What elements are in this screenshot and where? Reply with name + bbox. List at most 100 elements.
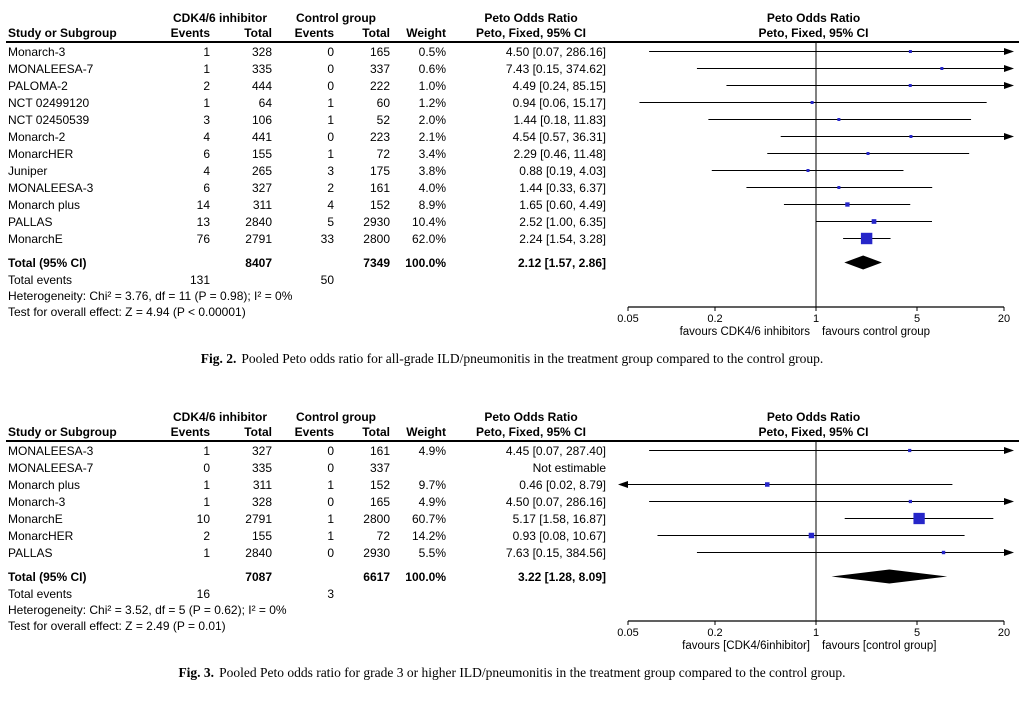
treatment-total: 8407 <box>245 255 272 270</box>
column-header: Peto Odds Ratio <box>484 10 578 25</box>
control-total: 161 <box>369 443 390 458</box>
control-total: 337 <box>369 460 390 475</box>
treatment-events: 1 <box>203 494 210 509</box>
treatment-total: 155 <box>251 146 272 161</box>
treatment-events: 14 <box>196 197 210 212</box>
column-header: Study or Subgroup <box>8 25 117 40</box>
treatment-total: 64 <box>258 95 272 110</box>
control-events: 2 <box>327 180 334 195</box>
control-total: 6617 <box>363 569 390 584</box>
right-arrow-icon <box>1004 133 1014 140</box>
control-total: 152 <box>369 477 390 492</box>
study-name: MonarcHER <box>8 146 74 161</box>
study-row: PALLAS 1 2840 0 2930 5.5% 7.63 [0.15, 384.56] <box>6 544 1019 561</box>
or-marker <box>909 135 913 138</box>
tick-label: 0.05 <box>617 313 638 325</box>
tick-label: 0.2 <box>707 627 722 639</box>
tick-label: 5 <box>914 627 920 639</box>
or-marker <box>908 448 912 453</box>
weight-value: 62.0% <box>411 231 446 246</box>
study-row: MonarchE 76 2791 33 2800 62.0% 2.24 [1.54, 3.2… <box>6 230 1019 247</box>
treatment-total: 327 <box>251 180 272 195</box>
fig2-caption-text: Pooled Peto odds ratio for all-grade ILD… <box>241 351 824 366</box>
treatment-events: 1 <box>203 95 210 110</box>
control-total: 165 <box>369 494 390 509</box>
study-name: Monarch plus <box>8 477 81 492</box>
ci-text: 4.45 [0.07, 287.40] <box>505 443 606 458</box>
favours-left-label: favours [CDK4/6inhibitor] <box>682 640 810 652</box>
forest-plot-fig2: CDK4/6 inhibitor Control group Peto Odds R… <box>6 10 1019 339</box>
study-name: Monarch-3 <box>8 494 66 509</box>
study-name: MonarchE <box>8 231 63 246</box>
treatment-total: 335 <box>251 61 272 76</box>
column-header: Weight <box>406 424 446 439</box>
control-total: 60 <box>376 95 390 110</box>
control-total: 2800 <box>363 231 390 246</box>
weight-value: 9.7% <box>418 477 446 492</box>
study-row: Monarch plus 1 311 1 152 9.7% 0.46 [0.02, 8.79… <box>6 476 1019 493</box>
control-events: 0 <box>327 129 334 144</box>
control-events: 1 <box>327 477 334 492</box>
figure-3-block: CDK4/6 inhibitor Control group Peto Odds R… <box>6 409 1019 681</box>
treatment-events: 6 <box>203 180 210 195</box>
ci-text: 2.52 [1.00, 6.35] <box>519 214 606 229</box>
weight-value: 3.8% <box>418 163 446 178</box>
right-arrow-icon <box>1004 447 1014 454</box>
treatment-total: 106 <box>251 112 272 127</box>
treatment-total: 2791 <box>245 511 272 526</box>
ci-text: 2.29 [0.46, 11.48] <box>513 146 606 161</box>
weight-value: 0.5% <box>418 44 446 59</box>
column-header: Total <box>244 424 272 439</box>
column-header: Events <box>294 25 334 40</box>
or-marker <box>845 202 850 207</box>
treatment-total: 155 <box>251 528 272 543</box>
column-header: Events <box>170 424 210 439</box>
ci-text: 4.49 [0.24, 85.15] <box>512 78 606 93</box>
control-events: 1 <box>327 146 334 161</box>
control-events: 0 <box>327 44 334 59</box>
total-events-row: Total events 131 50 <box>6 271 1019 288</box>
fig3-caption-label: Fig. 3. <box>178 665 215 680</box>
control-events: 1 <box>327 528 334 543</box>
treatment-total: 328 <box>251 44 272 59</box>
weight-value: 14.2% <box>411 528 446 543</box>
right-arrow-icon <box>1004 498 1014 505</box>
ci-text: 2.12 [1.57, 2.86] <box>517 255 606 270</box>
column-header: Peto Odds Ratio <box>484 409 578 424</box>
study-name: MONALEESA-3 <box>8 180 94 195</box>
study-name: Total events <box>8 586 73 601</box>
treatment-total: 328 <box>251 494 272 509</box>
control-events: 1 <box>327 112 334 127</box>
control-total: 222 <box>369 78 390 93</box>
favours-left-label: favours CDK4/6 inhibitors <box>680 326 811 338</box>
or-marker <box>806 169 810 172</box>
tick-label: 5 <box>914 313 920 325</box>
forest-plot-fig3: CDK4/6 inhibitor Control group Peto Odds R… <box>6 409 1019 653</box>
ci-text: 0.93 [0.08, 10.67] <box>512 528 606 543</box>
tick-label: 20 <box>998 627 1010 639</box>
study-name: MONALEESA-7 <box>8 460 94 475</box>
study-row: MonarcHER 2 155 1 72 14.2% 0.93 [0.08, 10.67] <box>6 527 1019 544</box>
study-row: NCT 02499120 1 64 1 60 1.2% 0.94 [0.06, 15.17] <box>6 94 1019 111</box>
treatment-total: 7087 <box>245 569 272 584</box>
study-name: MonarcHER <box>8 528 74 543</box>
column-header: Total <box>362 424 390 439</box>
treatment-events: 16 <box>196 586 210 601</box>
weight-value: 100.0% <box>405 569 446 584</box>
study-row: PALOMA-2 2 444 0 222 1.0% 4.49 [0.24, 85.15] <box>6 77 1019 94</box>
column-header: Total <box>362 25 390 40</box>
weight-value: 2.0% <box>418 112 446 127</box>
control-events: 1 <box>327 511 334 526</box>
study-name: Juniper <box>8 163 48 178</box>
ci-text: 4.50 [0.07, 286.16] <box>505 44 606 59</box>
column-header: Peto Odds Ratio <box>766 409 861 424</box>
control-events: 50 <box>320 272 334 287</box>
study-row: PALLAS 13 2840 5 2930 10.4% 2.52 [1.00, 6.35] <box>6 213 1019 230</box>
control-events: 0 <box>327 61 334 76</box>
treatment-events: 13 <box>196 214 210 229</box>
control-total: 2800 <box>363 511 390 526</box>
control-total: 152 <box>369 197 390 212</box>
ci-text: 4.50 [0.07, 286.16] <box>505 494 606 509</box>
control-events: 0 <box>327 78 334 93</box>
treatment-total: 444 <box>251 78 272 93</box>
